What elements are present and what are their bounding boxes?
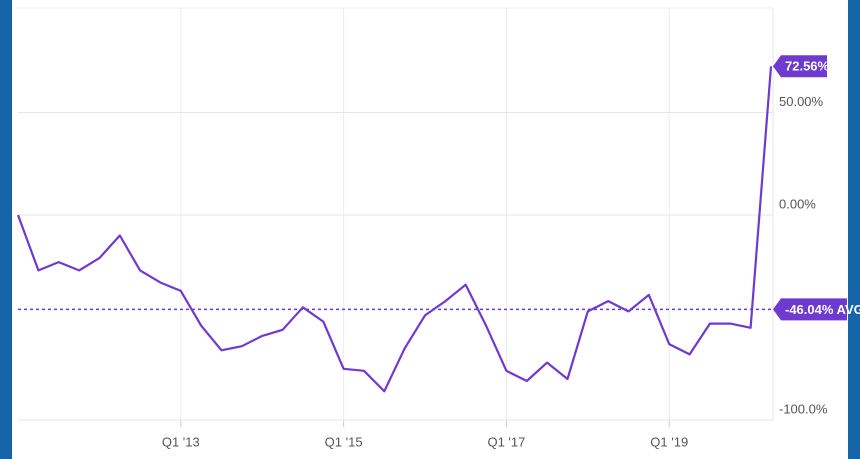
- value-label-bg: [773, 55, 827, 78]
- x-tick-label: Q1 '15: [325, 434, 363, 449]
- x-tick-label: Q1 '17: [487, 434, 525, 449]
- panel: [12, 0, 848, 459]
- x-tick-label: Q1 '19: [650, 434, 688, 449]
- average-label-bg: [773, 298, 847, 321]
- y-tick-label: -100.0%: [779, 401, 828, 416]
- data-line: [16, 66, 773, 393]
- average-label: -46.04% AVG: [785, 302, 860, 317]
- value-label: 72.56%: [785, 59, 830, 74]
- y-tick-label: 0.00%: [779, 196, 816, 211]
- y-tick-label: 50.00%: [779, 94, 824, 109]
- x-tick-label: Q1 '13: [162, 434, 200, 449]
